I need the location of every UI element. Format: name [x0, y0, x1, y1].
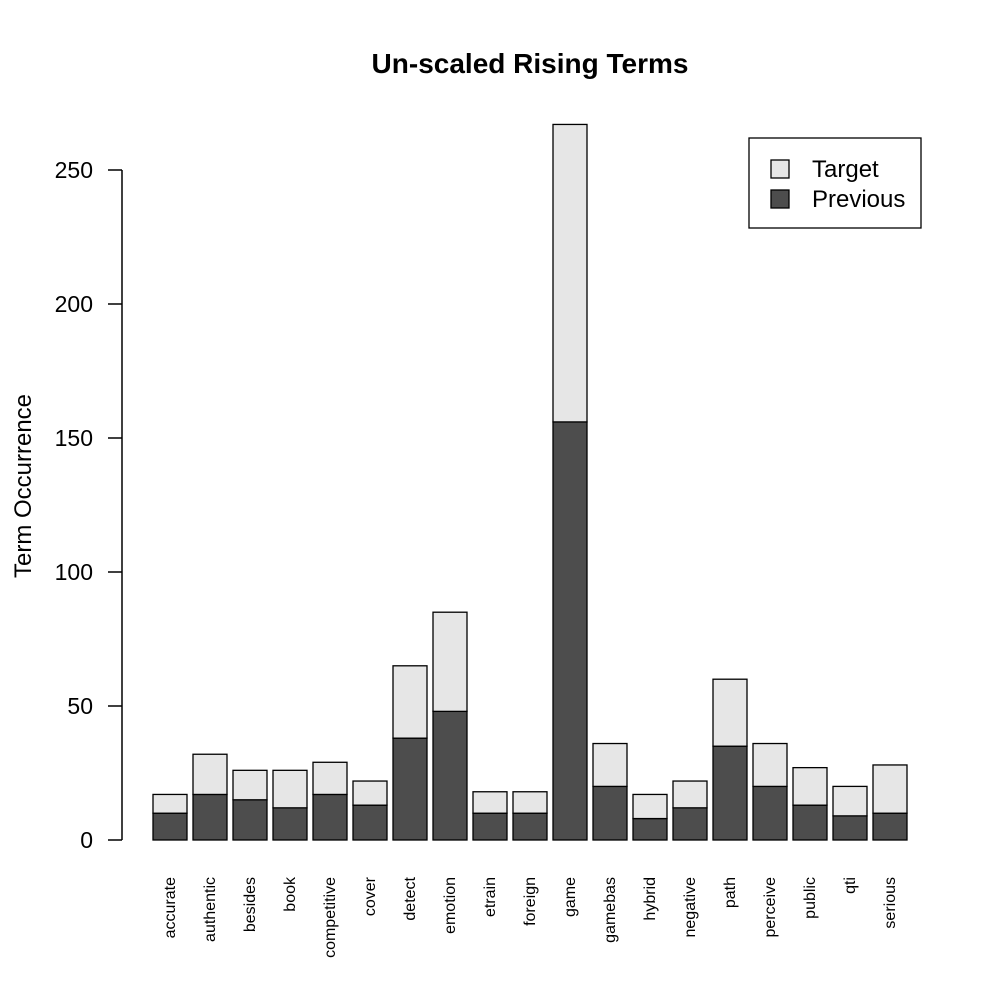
- x-tick-label-authentic: authentic: [202, 877, 219, 942]
- bar-previous-detect: [392, 737, 428, 841]
- bar-previous-public: [792, 804, 828, 841]
- legend-box: [748, 137, 922, 229]
- bar-target-hybrid: [632, 793, 668, 820]
- bar-previous-cover: [352, 804, 388, 841]
- bar-previous-qti: [832, 815, 868, 841]
- x-tick-label-detect: detect: [402, 876, 419, 920]
- bar-target-cover: [352, 780, 388, 806]
- bar-target-perceive: [752, 742, 788, 788]
- bar-target-gamebas: [592, 742, 628, 788]
- legend-swatch-previous: [770, 189, 790, 209]
- bar-previous-perceive: [752, 785, 788, 841]
- bar-target-foreign: [512, 791, 548, 814]
- y-tick-label: 50: [67, 693, 93, 719]
- y-axis-label: Term Occurrence: [10, 394, 37, 578]
- bar-previous-etrain: [472, 812, 508, 841]
- bar-previous-accurate: [152, 812, 188, 841]
- x-tick-label-perceive: perceive: [762, 877, 779, 938]
- bar-target-etrain: [472, 791, 508, 814]
- bar-target-qti: [832, 785, 868, 817]
- x-tick-label-gamebas: gamebas: [602, 877, 619, 943]
- bar-target-besides: [232, 769, 268, 801]
- y-tick-label: 200: [55, 291, 93, 317]
- bar-previous-gamebas: [592, 785, 628, 841]
- bar-target-detect: [392, 665, 428, 739]
- bar-target-emotion: [432, 611, 468, 713]
- y-tick-label: 100: [55, 559, 93, 585]
- x-tick-label-foreign: foreign: [522, 877, 539, 926]
- bar-previous-hybrid: [632, 817, 668, 841]
- legend-label-target: Target: [812, 156, 879, 183]
- bar-previous-competitive: [312, 793, 348, 841]
- bar-target-authentic: [192, 753, 228, 796]
- y-axis: 0 50 100 150 200 250: [55, 157, 123, 853]
- x-tick-label-emotion: emotion: [442, 877, 459, 934]
- x-tick-label-besides: besides: [242, 877, 259, 932]
- x-axis-labels: accurate authentic besides book competitive c…: [162, 876, 899, 958]
- bar-previous-foreign: [512, 812, 548, 841]
- bar-target-path: [712, 678, 748, 747]
- x-tick-label-negative: negative: [682, 877, 699, 938]
- x-tick-label-cover: cover: [362, 876, 379, 916]
- x-tick-label-public: public: [802, 877, 819, 919]
- x-tick-label-qti: qti: [842, 877, 859, 894]
- legend-swatch-target: [770, 159, 790, 179]
- x-tick-label-hybrid: hybrid: [642, 877, 659, 921]
- bar-previous-negative: [672, 807, 708, 841]
- bar-previous-path: [712, 745, 748, 841]
- bar-previous-authentic: [192, 793, 228, 841]
- bar-target-accurate: [152, 793, 188, 814]
- bars: [152, 123, 908, 841]
- bar-previous-serious: [872, 812, 908, 841]
- bar-target-game: [552, 123, 588, 423]
- bar-previous-besides: [232, 799, 268, 841]
- bar-target-public: [792, 766, 828, 806]
- x-tick-label-game: game: [562, 877, 579, 917]
- x-tick-label-serious: serious: [882, 877, 899, 929]
- bar-previous-emotion: [432, 710, 468, 841]
- x-tick-label-etrain: etrain: [482, 877, 499, 917]
- bar-target-competitive: [312, 761, 348, 796]
- bar-target-negative: [672, 780, 708, 809]
- x-tick-label-book: book: [282, 876, 299, 912]
- bar-previous-book: [272, 807, 308, 841]
- bar-target-serious: [872, 764, 908, 814]
- x-tick-label-path: path: [722, 877, 739, 908]
- x-tick-label-competitive: competitive: [322, 877, 339, 958]
- legend-label-previous: Previous: [812, 186, 905, 213]
- y-tick-label: 150: [55, 425, 93, 451]
- y-tick-label: 0: [80, 827, 93, 853]
- bar-target-book: [272, 769, 308, 809]
- y-tick-label: 250: [55, 157, 93, 183]
- x-tick-label-accurate: accurate: [162, 877, 179, 938]
- legend: Target Previous: [748, 137, 922, 229]
- chart-title: Un-scaled Rising Terms: [372, 48, 689, 79]
- bar-previous-game: [552, 421, 588, 841]
